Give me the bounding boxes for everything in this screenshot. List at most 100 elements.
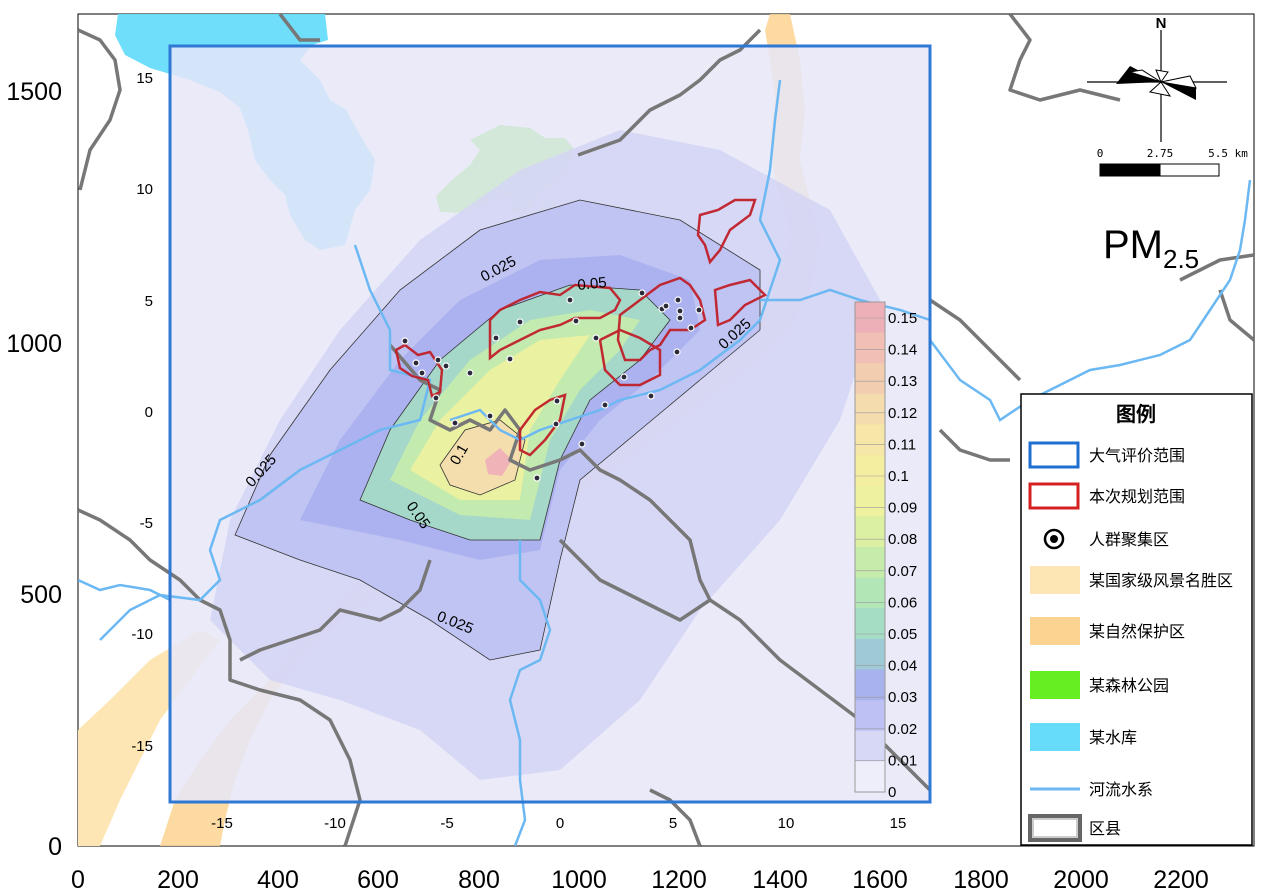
colorbar-band <box>855 516 885 548</box>
colorbar-label: 0.04 <box>888 658 917 675</box>
inner-x-ticks: -15 -10 -5 0 5 10 15 <box>211 815 906 832</box>
colorbar-label: 0.06 <box>888 594 917 611</box>
inner-x-tick: -10 <box>324 815 346 832</box>
inner-x-tick: -5 <box>440 815 453 832</box>
scale-bar: 0 2.75 5.5 km <box>1097 147 1248 177</box>
outer-x-ticks: 0 200 400 600 800 1000 1200 1400 1600 18… <box>71 866 1209 894</box>
colorbar-label: 0.13 <box>888 373 917 390</box>
map-title-subscript: 2.5 <box>1163 244 1199 274</box>
colorbar-label: 0.05 <box>888 626 917 643</box>
colorbar-band <box>855 393 885 425</box>
legend-label: 区县 <box>1089 819 1121 838</box>
legend-icon-population <box>1043 528 1065 550</box>
inner-y-tick: -10 <box>131 626 153 643</box>
legend: 图例 大气评价范围 本次规划范围 人群聚集区 某国家级风景名胜区 某自然保护区 … <box>1020 393 1253 846</box>
legend-title: 图例 <box>1116 402 1156 426</box>
outer-x-tick: 1800 <box>953 866 1009 894</box>
outer-x-tick: 400 <box>257 866 299 894</box>
legend-label: 河流水系 <box>1089 780 1153 799</box>
north-label: N <box>1156 15 1167 32</box>
colorbar-band <box>855 332 885 364</box>
legend-label: 某水库 <box>1089 728 1137 747</box>
inner-x-tick: -15 <box>211 815 233 832</box>
outer-x-tick: 200 <box>157 866 199 894</box>
scale-label: 2.75 <box>1147 147 1174 160</box>
outer-x-tick: 2200 <box>1153 866 1209 894</box>
inner-x-tick: 10 <box>778 815 795 832</box>
colorbar-band <box>855 638 885 670</box>
colorbar-band <box>855 577 885 609</box>
scale-label: 0 <box>1097 147 1104 160</box>
colorbar-label: 0.01 <box>888 752 917 769</box>
legend-label: 某森林公园 <box>1089 676 1169 695</box>
inner-y-tick: 10 <box>136 181 153 198</box>
colorbar: 0.15 0.14 0.13 0.12 0.11 0.1 0.09 0.08 0.07 0.06 0… <box>854 301 917 801</box>
map-title-main: PM <box>1103 223 1163 267</box>
contour-label: 0.05 <box>577 274 608 294</box>
inner-y-tick: 0 <box>145 404 153 421</box>
colorbar-label: 0.14 <box>888 342 917 359</box>
population-points <box>401 289 703 482</box>
legend-icon-forest-park <box>1030 671 1080 699</box>
colorbar-band <box>855 424 885 456</box>
concentration-field <box>170 46 930 802</box>
colorbar-band <box>855 485 885 517</box>
legend-icon-reservoir <box>1030 723 1080 751</box>
inner-y-tick: -5 <box>140 515 153 532</box>
outer-y-tick: 0 <box>48 833 62 861</box>
outer-x-tick: 600 <box>357 866 399 894</box>
outer-x-tick: 0 <box>71 866 85 894</box>
scale-label: 5.5 km <box>1208 147 1248 160</box>
contour-lines <box>234 199 761 661</box>
outer-x-tick: 1600 <box>852 866 908 894</box>
colorbar-label: 0.12 <box>888 405 917 422</box>
legend-label: 本次规划范围 <box>1089 487 1185 506</box>
inner-x-tick: 15 <box>890 815 907 832</box>
colorbar-band <box>855 761 885 793</box>
map-title: PM2.5 <box>1103 223 1199 274</box>
inner-y-ticks: 15 10 5 0 -5 -10 -15 <box>131 70 153 755</box>
outer-x-tick: 1200 <box>651 866 707 894</box>
outer-x-tick: 1400 <box>752 866 808 894</box>
colorbar-label: 0.02 <box>888 721 917 738</box>
inner-y-tick: -15 <box>131 738 153 755</box>
county-boundaries <box>78 14 1254 846</box>
river-lines <box>78 79 1252 846</box>
outer-x-tick: 800 <box>458 866 500 894</box>
legend-icon-nature-reserve <box>1030 617 1080 645</box>
colorbar-band <box>855 608 885 640</box>
evaluation-range-boundary <box>168 44 932 804</box>
colorbar-label: 0.1 <box>888 468 909 485</box>
outer-x-tick: 1000 <box>551 866 607 894</box>
legend-label: 人群聚集区 <box>1089 530 1169 549</box>
colorbar-label: 0 <box>888 784 896 801</box>
legend-icon-scenic-area <box>1030 566 1080 594</box>
colorbar-label: 0.15 <box>888 310 917 327</box>
colorbar-label: 0.09 <box>888 500 917 517</box>
legend-icon-evaluation-range <box>1028 441 1080 469</box>
inner-x-tick: 0 <box>556 815 564 832</box>
colorbar-band <box>855 730 885 762</box>
colorbar-label: 0.11 <box>888 436 916 453</box>
outer-y-ticks: 0 500 1000 1500 <box>6 78 62 861</box>
north-arrow-wind-rose: N <box>1087 15 1227 142</box>
legend-label: 某自然保护区 <box>1089 622 1185 641</box>
outer-y-tick: 500 <box>20 581 62 609</box>
colorbar-label: 0.08 <box>888 531 917 548</box>
inner-y-tick: 15 <box>136 70 153 87</box>
legend-icon-county <box>1028 814 1082 842</box>
colorbar-band <box>855 669 885 701</box>
legend-label: 某国家级风景名胜区 <box>1089 571 1233 590</box>
colorbar-band <box>855 302 885 334</box>
inner-x-tick: 5 <box>669 815 677 832</box>
legend-label: 大气评价范围 <box>1089 446 1185 465</box>
colorbar-label: 0.03 <box>888 689 917 706</box>
legend-icon-planning-range <box>1028 482 1080 510</box>
colorbar-band <box>855 547 885 579</box>
colorbar-band <box>855 455 885 487</box>
inner-y-tick: 5 <box>145 293 153 310</box>
outer-y-tick: 1500 <box>6 78 62 106</box>
colorbar-band <box>855 363 885 395</box>
outer-y-tick: 1000 <box>6 330 62 358</box>
